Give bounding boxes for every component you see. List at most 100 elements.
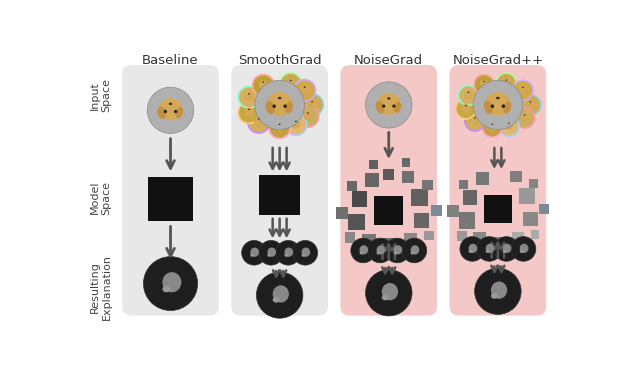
Ellipse shape <box>284 248 293 257</box>
Bar <box>351 191 367 206</box>
Ellipse shape <box>159 98 182 120</box>
Text: SmoothGrad: SmoothGrad <box>238 54 321 67</box>
Circle shape <box>392 104 396 108</box>
Circle shape <box>259 240 284 265</box>
Ellipse shape <box>377 93 401 115</box>
Ellipse shape <box>163 286 170 292</box>
Ellipse shape <box>486 244 494 253</box>
Ellipse shape <box>300 85 309 94</box>
Circle shape <box>257 272 303 318</box>
Circle shape <box>482 117 502 137</box>
Bar <box>463 190 477 205</box>
Bar <box>413 213 429 228</box>
Circle shape <box>273 104 276 108</box>
Ellipse shape <box>303 111 312 120</box>
Circle shape <box>474 74 494 94</box>
Circle shape <box>368 238 392 263</box>
Circle shape <box>253 74 274 96</box>
Ellipse shape <box>480 80 488 88</box>
Circle shape <box>473 80 523 129</box>
Ellipse shape <box>266 101 275 114</box>
Bar <box>369 160 378 169</box>
Bar <box>492 237 503 247</box>
Circle shape <box>164 110 167 113</box>
Bar <box>529 179 538 188</box>
Circle shape <box>458 85 479 105</box>
Ellipse shape <box>387 97 390 99</box>
Ellipse shape <box>502 250 506 253</box>
Ellipse shape <box>248 94 250 95</box>
Ellipse shape <box>461 104 470 113</box>
Ellipse shape <box>464 91 473 99</box>
Circle shape <box>301 94 323 116</box>
Ellipse shape <box>491 293 498 299</box>
FancyBboxPatch shape <box>340 65 437 316</box>
Text: Model
Space: Model Space <box>90 181 111 215</box>
Ellipse shape <box>376 251 380 254</box>
Circle shape <box>502 104 505 108</box>
Ellipse shape <box>394 251 397 254</box>
Ellipse shape <box>259 80 268 89</box>
Ellipse shape <box>275 122 284 132</box>
Ellipse shape <box>250 248 259 257</box>
Ellipse shape <box>307 112 309 114</box>
Ellipse shape <box>278 97 282 99</box>
Ellipse shape <box>529 101 531 102</box>
Ellipse shape <box>360 251 363 254</box>
Ellipse shape <box>488 122 497 131</box>
Ellipse shape <box>262 82 264 83</box>
Circle shape <box>385 238 410 263</box>
Ellipse shape <box>157 107 166 119</box>
Bar <box>401 159 410 167</box>
Bar <box>148 177 193 221</box>
Ellipse shape <box>474 117 476 119</box>
Bar <box>431 205 442 216</box>
Ellipse shape <box>376 245 385 254</box>
Ellipse shape <box>526 100 534 109</box>
Circle shape <box>382 104 385 108</box>
Bar <box>510 171 522 183</box>
Bar <box>459 180 468 189</box>
Ellipse shape <box>163 272 181 292</box>
Ellipse shape <box>244 108 253 117</box>
Ellipse shape <box>273 285 289 303</box>
Circle shape <box>255 80 305 129</box>
Ellipse shape <box>284 254 288 257</box>
Circle shape <box>365 270 412 316</box>
Circle shape <box>280 73 301 95</box>
FancyBboxPatch shape <box>449 65 547 316</box>
Ellipse shape <box>520 113 529 122</box>
Circle shape <box>475 268 521 315</box>
Ellipse shape <box>268 92 292 116</box>
Ellipse shape <box>376 101 384 113</box>
Circle shape <box>351 238 376 263</box>
Ellipse shape <box>484 101 493 114</box>
Bar <box>336 206 348 219</box>
Circle shape <box>511 237 536 261</box>
Circle shape <box>293 240 317 265</box>
Ellipse shape <box>286 79 296 88</box>
Ellipse shape <box>382 295 388 300</box>
Circle shape <box>499 116 519 136</box>
Circle shape <box>402 238 427 263</box>
Ellipse shape <box>254 117 263 126</box>
Ellipse shape <box>411 245 419 254</box>
Circle shape <box>477 237 502 261</box>
Circle shape <box>294 80 316 101</box>
Ellipse shape <box>311 101 313 102</box>
Bar <box>404 233 417 245</box>
Circle shape <box>276 240 301 265</box>
Circle shape <box>147 87 194 134</box>
Ellipse shape <box>522 87 524 88</box>
Ellipse shape <box>382 283 398 300</box>
Bar <box>476 172 489 186</box>
Bar <box>362 234 376 248</box>
Bar <box>459 212 475 229</box>
Circle shape <box>465 111 485 131</box>
Ellipse shape <box>291 119 301 129</box>
Bar <box>365 173 379 187</box>
Ellipse shape <box>468 244 477 253</box>
Ellipse shape <box>394 102 401 113</box>
Ellipse shape <box>360 245 368 254</box>
Ellipse shape <box>285 101 293 113</box>
